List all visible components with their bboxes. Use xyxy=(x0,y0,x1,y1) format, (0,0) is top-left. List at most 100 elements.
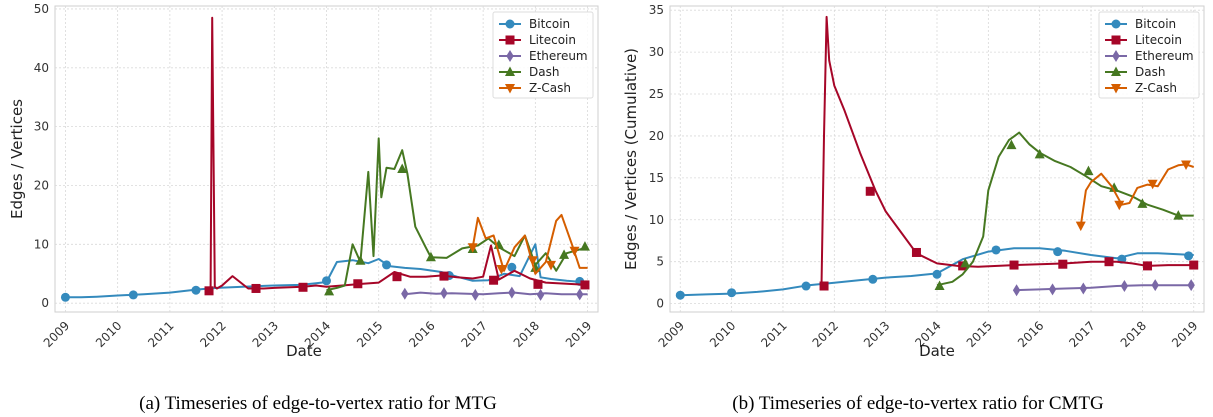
panel-a-xtick-label: 2016 xyxy=(406,319,437,350)
panel-b-xtick-label: 2017 xyxy=(1066,319,1097,350)
panel-b-xtick-label: 2018 xyxy=(1118,319,1149,350)
panel-b-legend-marker-z-cash xyxy=(1111,84,1121,94)
panel-b-series-litecoin-point xyxy=(911,247,921,257)
panel-a-series-z-cash-point xyxy=(569,246,580,257)
panel-a-xtick-label: 2015 xyxy=(354,319,385,350)
panel-b-ytick-label: 25 xyxy=(649,87,664,101)
panel-b-xlabel: Date xyxy=(919,342,955,360)
panel-b-series-bitcoin-point xyxy=(1184,251,1194,261)
panel-a-series-litecoin-point xyxy=(580,280,590,290)
panel-b-series-ethereum-point xyxy=(1012,284,1021,297)
panel-a-xtick-label: 2009 xyxy=(41,319,72,350)
panel-a-legend-marker-z-cash xyxy=(505,84,515,94)
panel-b-ytick-label: 20 xyxy=(649,129,664,143)
panel-a-ytick-label: 10 xyxy=(34,237,49,251)
panel-b-series-dash-point xyxy=(1006,139,1017,150)
panel-b-legend-label-litecoin: Litecoin xyxy=(1135,33,1182,47)
panel-a-ytick-label: 30 xyxy=(34,120,49,134)
panel-a-series-bitcoin-point xyxy=(128,290,138,300)
panel-b-xtick-label: 2012 xyxy=(810,319,841,350)
panel-a-series-ethereum-point xyxy=(471,288,480,301)
panel-a-series-dash-point xyxy=(397,163,408,174)
panel-b-series-dash-point xyxy=(1173,210,1184,220)
panel-a-legend-marker-ethereum xyxy=(506,50,514,62)
panel-b-series-litecoin-line xyxy=(820,15,1194,287)
panel-b-series-ethereum-line xyxy=(1013,284,1194,292)
panel-b-series-bitcoin-point xyxy=(801,281,811,291)
panel-b-series-bitcoin-point xyxy=(868,274,878,284)
panel-a-legend-marker-bitcoin xyxy=(505,19,515,29)
panel-a-ytick-label: 0 xyxy=(41,296,49,310)
panel-b-xtick-label: 2011 xyxy=(758,319,789,350)
panel-b-legend-label-dash: Dash xyxy=(1135,65,1165,79)
panel-a-xtick-label: 2017 xyxy=(458,319,489,350)
panel-b-series-dash-point xyxy=(1034,148,1045,159)
panel-b-series-bitcoin-point xyxy=(727,288,737,298)
panel-a-series-ethereum-point xyxy=(440,287,448,300)
panel-b-ytick-label: 35 xyxy=(649,3,664,17)
panel-b-xtick-label: 2013 xyxy=(861,319,892,350)
panel-b-ytick-label: 15 xyxy=(649,171,664,185)
panel-a-series-ethereum-point xyxy=(536,288,545,301)
panel-b-legend-marker-litecoin xyxy=(1111,35,1121,45)
panel-a-series-litecoin-point xyxy=(251,283,261,293)
panel-b-legend-label-ethereum: Ethereum xyxy=(1135,49,1194,63)
caption-a: (a) Timeseries of edge-to-vertex ratio f… xyxy=(139,393,497,414)
panel-b-ytick-label: 0 xyxy=(656,297,664,311)
panel-b-series-litecoin-point xyxy=(1058,259,1068,269)
panel-b-series-bitcoin-point xyxy=(1053,247,1063,257)
panel-b-ytick-label: 10 xyxy=(649,213,664,227)
panel-b-series-ethereum-point xyxy=(1120,280,1129,293)
panel-b-ytick-label: 30 xyxy=(649,45,664,59)
panel-b-series-litecoin-point xyxy=(819,281,829,291)
panel-a-series-bitcoin-point xyxy=(191,285,201,295)
panel-a-series-z-cash-point xyxy=(467,243,478,253)
panel-a-ytick-label: 20 xyxy=(34,178,49,192)
panel-a-legend-label-z-cash: Z-Cash xyxy=(529,81,571,95)
panel-a-series-litecoin-point xyxy=(204,286,214,296)
panel-a-series-ethereum-line xyxy=(404,291,588,296)
panel-b-series-bitcoin-point xyxy=(991,245,1001,255)
panel-a-xtick-label: 2013 xyxy=(250,319,281,350)
panel-a-series-litecoin-point xyxy=(533,279,543,289)
panel-a-series-litecoin-line xyxy=(208,16,588,291)
panel-a-series-ethereum-point xyxy=(576,288,584,301)
panel-b-series-bitcoin-point xyxy=(675,290,685,300)
panel-b-legend-marker-dash xyxy=(1111,66,1121,76)
panel-b-legend-label-bitcoin: Bitcoin xyxy=(1135,17,1176,31)
panel-a-xtick-label: 2018 xyxy=(511,319,542,350)
panel-b-series-bitcoin-point xyxy=(932,269,942,279)
panel-b-series-ethereum-point xyxy=(1048,283,1057,296)
panel-a-series-dash-line xyxy=(326,137,588,292)
panel-b-series-z-cash-point xyxy=(1075,221,1086,232)
panel-b-ylabel: Edges / Vertices (Cumulative) xyxy=(622,48,640,270)
panel-a-legend-marker-litecoin xyxy=(505,35,515,45)
panel-a-legend-marker-dash xyxy=(505,66,515,76)
panel-a-xtick-label: 2011 xyxy=(145,319,176,350)
panel-b-xtick-label: 2019 xyxy=(1169,319,1200,350)
panel-b-series-dash-point xyxy=(934,280,945,291)
panel-a-series-bitcoin-point xyxy=(382,260,392,270)
panel-a-series-z-cash-line xyxy=(471,213,588,275)
panel-a-legend-label-ethereum: Ethereum xyxy=(529,49,588,63)
panel-a-legend-label-litecoin: Litecoin xyxy=(529,33,576,47)
panel-a-xlabel: Date xyxy=(286,342,322,360)
panel-b-series-litecoin-point xyxy=(1104,257,1114,267)
panel-a-series-dash-point xyxy=(425,251,436,262)
panel-b-series-litecoin-point xyxy=(1009,260,1019,270)
panel-a-series-ethereum-point xyxy=(401,287,409,300)
panel-a-series-bitcoin-point xyxy=(322,276,331,286)
panel-b-legend-label-z-cash: Z-Cash xyxy=(1135,81,1177,95)
panel-a-series-ethereum-point xyxy=(508,286,516,299)
panel-b-series-bitcoin-line xyxy=(680,247,1194,297)
panel-a-legend-label-bitcoin: Bitcoin xyxy=(529,17,570,31)
panel-b-series-ethereum-point xyxy=(1079,282,1088,295)
panel-b-legend-marker-bitcoin xyxy=(1111,19,1121,29)
panel-b-series-z-cash-point xyxy=(1181,160,1192,170)
panel-a-ytick-label: 50 xyxy=(34,2,49,16)
panel-a-series-bitcoin-point xyxy=(60,292,70,302)
panel-a-series-z-cash-point xyxy=(527,256,538,266)
